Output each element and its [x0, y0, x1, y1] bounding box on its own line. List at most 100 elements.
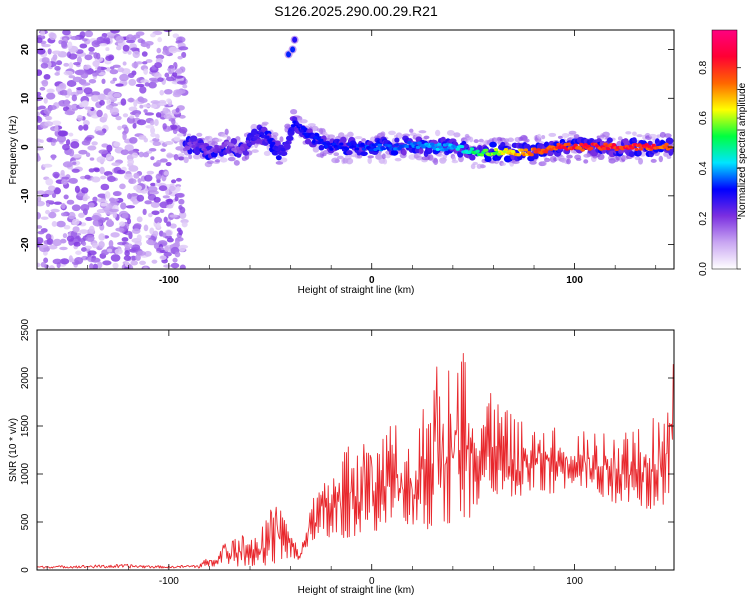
- noise-speckle: [163, 264, 172, 268]
- track-cell: [194, 148, 201, 156]
- noise-speckle: [173, 136, 181, 142]
- track-core: [435, 147, 441, 151]
- noise-speckle: [52, 258, 63, 265]
- noise-speckle: [178, 156, 185, 161]
- track-halo: [583, 159, 589, 164]
- noise-speckle: [88, 51, 95, 55]
- track-halo: [663, 151, 669, 157]
- noise-speckle: [85, 152, 91, 158]
- noise-speckle: [48, 244, 58, 250]
- noise-speckle: [163, 252, 172, 257]
- y-tick-label: 10: [20, 92, 31, 104]
- noise-speckle: [49, 32, 57, 41]
- noise-speckle: [85, 234, 95, 242]
- snr-series-line: [37, 353, 674, 569]
- noise-speckle: [122, 44, 130, 52]
- noise-speckle: [135, 83, 145, 88]
- noise-speckle: [166, 198, 174, 205]
- track-halo: [659, 131, 666, 138]
- track-halo: [251, 149, 259, 153]
- noise-speckle: [81, 100, 89, 107]
- noise-speckle: [130, 255, 137, 261]
- noise-speckle: [80, 204, 90, 212]
- track-halo: [566, 154, 573, 159]
- noise-speckle: [126, 39, 136, 44]
- track-cell: [484, 156, 492, 163]
- track-halo: [394, 157, 402, 162]
- noise-speckle: [158, 185, 168, 192]
- track-core: [202, 148, 208, 152]
- noise-speckle: [132, 200, 139, 205]
- track-halo: [224, 128, 229, 135]
- noise-speckle: [115, 227, 125, 232]
- noise-speckle: [71, 168, 80, 173]
- noise-speckle: [68, 62, 74, 70]
- noise-speckle: [158, 101, 167, 107]
- noise-speckle: [106, 98, 112, 105]
- track-halo: [632, 131, 637, 136]
- noise-speckle: [105, 55, 114, 61]
- noise-speckle: [137, 177, 142, 184]
- noise-speckle: [147, 185, 158, 193]
- noise-speckle: [76, 56, 82, 64]
- track-cell: [346, 150, 353, 156]
- noise-speckle: [64, 99, 70, 107]
- noise-speckle: [148, 212, 153, 218]
- noise-speckle: [133, 99, 138, 108]
- noise-speckle: [105, 47, 110, 52]
- track-core: [589, 146, 594, 150]
- noise-speckle: [150, 103, 158, 109]
- y-tick-label: 0: [20, 144, 31, 150]
- track-cell: [250, 128, 258, 136]
- noise-speckle: [50, 208, 60, 213]
- track-core: [241, 148, 246, 152]
- noise-speckle: [145, 59, 153, 63]
- noise-speckle: [105, 153, 112, 161]
- noise-speckle: [68, 75, 76, 79]
- track-cell: [628, 151, 635, 158]
- noise-speckle: [129, 115, 135, 119]
- noise-speckle: [113, 92, 121, 98]
- noise-speckle: [84, 174, 91, 180]
- track-core: [285, 141, 290, 145]
- track-halo: [575, 157, 582, 161]
- track-halo: [279, 136, 284, 143]
- track-core: [270, 141, 276, 145]
- noise-speckle: [62, 233, 68, 239]
- track-core: [503, 148, 509, 152]
- noise-speckle: [108, 239, 114, 248]
- y-tick-label: 0: [20, 567, 31, 573]
- noise-speckle: [64, 110, 75, 116]
- noise-speckle: [79, 31, 86, 39]
- noise-speckle: [84, 30, 94, 38]
- noise-speckle: [178, 46, 189, 51]
- noise-speckle: [98, 241, 105, 249]
- noise-speckle: [111, 162, 121, 167]
- noise-speckle: [101, 143, 109, 148]
- noise-speckle: [127, 50, 132, 55]
- noise-speckle: [40, 62, 49, 69]
- track-halo: [367, 155, 374, 159]
- noise-speckle: [162, 50, 171, 56]
- noise-speckle: [45, 200, 55, 204]
- noise-speckle: [92, 263, 98, 269]
- noise-speckle: [83, 65, 91, 70]
- noise-speckle: [68, 148, 75, 157]
- noise-speckle: [178, 211, 187, 219]
- track-core: [339, 142, 344, 146]
- noise-speckle: [160, 148, 166, 152]
- noise-speckle: [84, 106, 92, 110]
- y-tick-label: 1000: [20, 462, 31, 485]
- track-core: [235, 146, 240, 150]
- noise-speckle: [175, 186, 181, 192]
- noise-speckle: [174, 75, 184, 79]
- noise-speckle: [121, 237, 129, 242]
- noise-speckle: [157, 77, 164, 82]
- track-halo: [347, 131, 354, 138]
- noise-speckle: [156, 222, 161, 229]
- noise-speckle: [42, 163, 53, 168]
- noise-speckle: [136, 234, 142, 241]
- y-tick-label: -20: [20, 237, 31, 252]
